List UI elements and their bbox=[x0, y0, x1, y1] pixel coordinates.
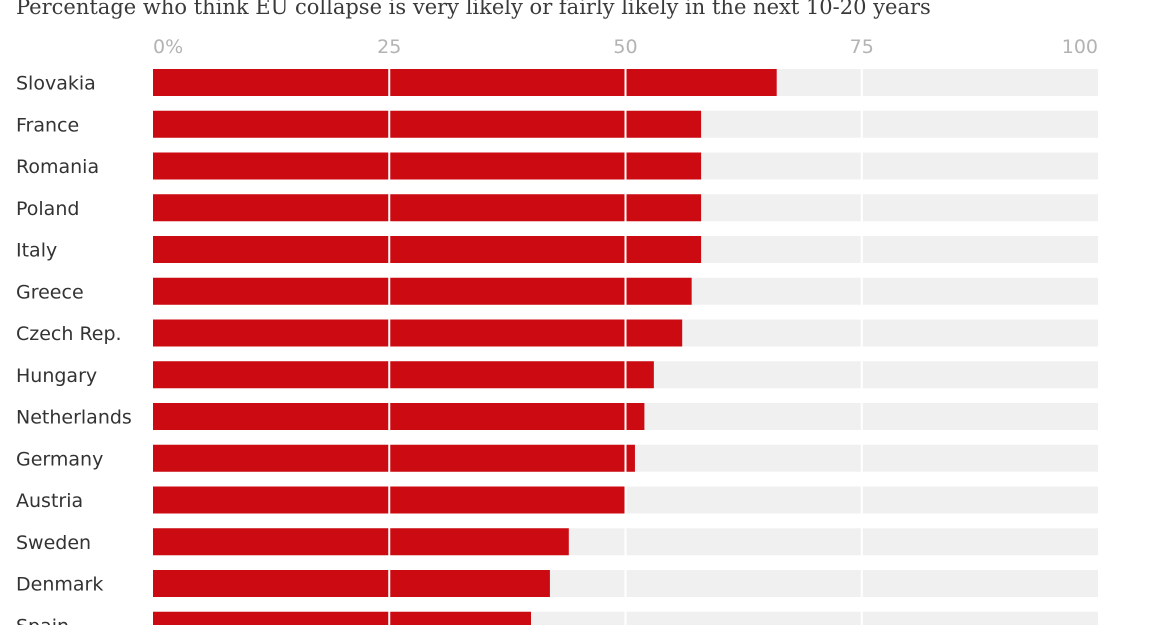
category-label-denmark: Denmark bbox=[16, 574, 103, 596]
axis-ticks: 0% 25 50 75 100 bbox=[153, 36, 1098, 58]
bar-netherlands bbox=[153, 403, 645, 430]
bar-denmark bbox=[153, 570, 550, 597]
category-label-poland: Poland bbox=[16, 198, 79, 220]
tick-label-0: 0% bbox=[153, 36, 183, 58]
tick-label-100: 100 bbox=[1062, 36, 1098, 58]
category-label-netherlands: Netherlands bbox=[16, 407, 132, 429]
chart-title: Percentage who think EU collapse is very… bbox=[16, 0, 931, 19]
bar-hungary bbox=[153, 361, 654, 389]
category-label-hungary: Hungary bbox=[16, 365, 97, 387]
bar-greece bbox=[153, 277, 692, 305]
category-label-romania: Romania bbox=[16, 156, 99, 178]
bar-germany bbox=[153, 444, 635, 472]
category-label-czech-rep: Czech Rep. bbox=[16, 323, 122, 345]
bar-czech-rep bbox=[153, 319, 683, 347]
bar-sweden bbox=[153, 528, 569, 556]
category-label-sweden: Sweden bbox=[16, 532, 91, 554]
category-labels: Slovakia France Romania Poland Italy Greece Cz… bbox=[16, 73, 132, 625]
bar-romania bbox=[153, 152, 702, 180]
category-label-france: France bbox=[16, 114, 79, 136]
tick-label-50: 50 bbox=[613, 36, 637, 58]
bar-poland bbox=[153, 194, 702, 222]
category-label-spain: Spain bbox=[16, 615, 69, 625]
bar-italy bbox=[153, 236, 702, 263]
bars bbox=[153, 69, 777, 625]
category-label-slovakia: Slovakia bbox=[16, 73, 96, 95]
category-label-austria: Austria bbox=[16, 490, 83, 512]
bar-spain bbox=[153, 611, 531, 625]
tick-label-25: 25 bbox=[377, 36, 401, 58]
bar-france bbox=[153, 110, 702, 138]
category-label-italy: Italy bbox=[16, 240, 57, 262]
category-label-germany: Germany bbox=[16, 448, 103, 470]
tick-label-75: 75 bbox=[850, 36, 874, 58]
bar-slovakia bbox=[153, 69, 777, 96]
gridlines bbox=[388, 62, 863, 625]
category-label-greece: Greece bbox=[16, 281, 84, 303]
